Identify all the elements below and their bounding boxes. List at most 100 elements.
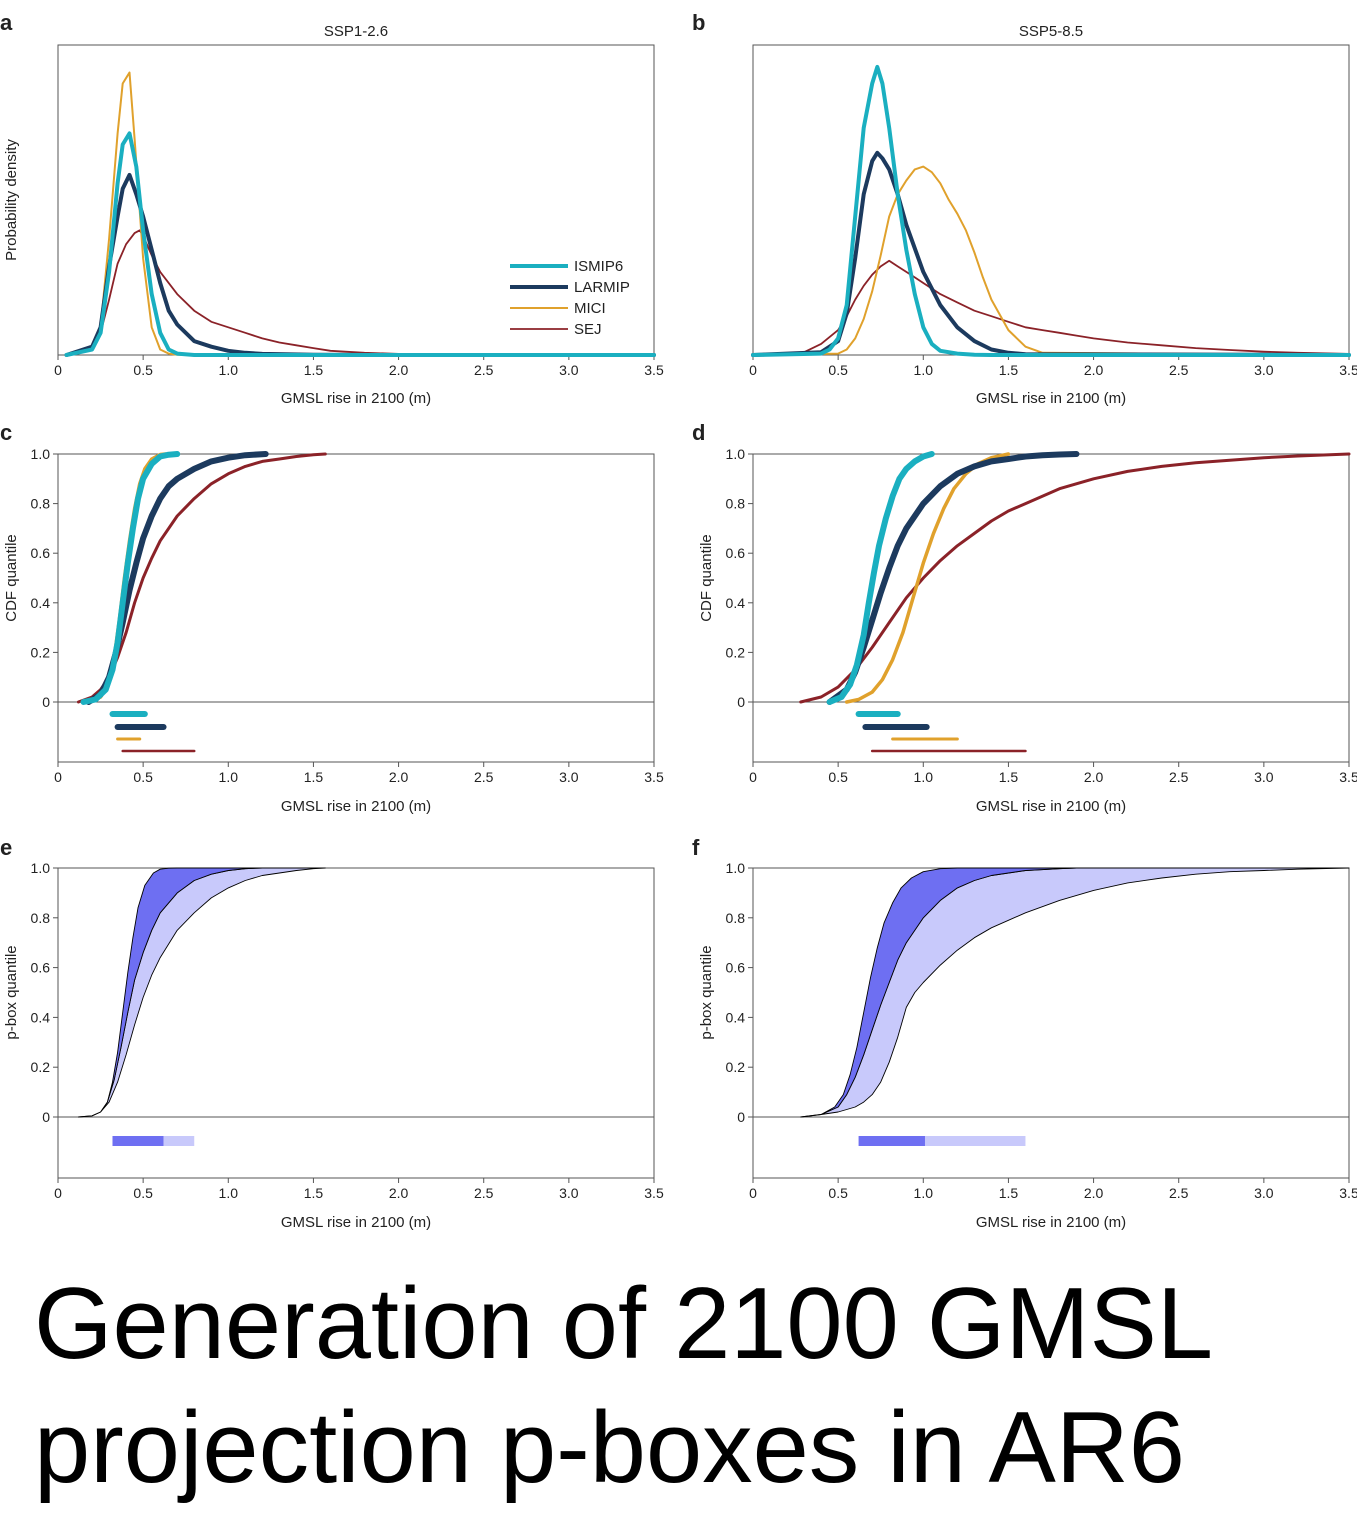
x-tick-label: 2.5	[1169, 362, 1189, 378]
x-tick-label: 2.5	[474, 1185, 494, 1201]
series-line-ismip6	[826, 451, 935, 705]
x-tick-label: 0	[749, 362, 757, 378]
x-tick-label: 0	[54, 1185, 62, 1201]
x-tick-label: 1.5	[304, 1185, 324, 1201]
x-tick-label: 0.5	[828, 1185, 848, 1201]
legend-label-mici: MICI	[574, 300, 606, 317]
plot-frame-b	[752, 44, 1350, 356]
x-tick-label: 3.0	[1254, 1185, 1274, 1201]
pbox-band-inner	[800, 867, 1077, 1118]
x-tick-label: 2.0	[1084, 362, 1104, 378]
x-tick-label: 0	[749, 769, 757, 785]
x-tick-label: 1.5	[999, 769, 1019, 785]
y-tick-label: 0.8	[726, 910, 746, 926]
legend-label-sej: SEJ	[574, 321, 602, 338]
series-line-ismip6	[64, 131, 656, 357]
legend-label-larmip: LARMIP	[574, 279, 630, 296]
x-tick-label: 3.0	[559, 769, 579, 785]
y-tick-label: 0	[737, 694, 745, 710]
panel-label-f: f	[692, 835, 700, 860]
x-tick-label: 2.5	[474, 769, 494, 785]
y-tick-label: 1.0	[726, 446, 746, 462]
x-tick-label: 3.5	[1339, 362, 1357, 378]
x-tick-label: 3.0	[1254, 362, 1274, 378]
x-tick-label: 2.5	[1169, 769, 1189, 785]
series-line-sej	[752, 259, 1350, 356]
x-tick-label: 0.5	[133, 362, 153, 378]
plot-frame-f	[752, 867, 1350, 1179]
x-tick-label: 2.0	[1084, 1185, 1104, 1201]
y-axis-label-a: Probability density	[3, 139, 20, 261]
x-tick-label: 2.5	[474, 362, 494, 378]
x-tick-label: 3.5	[644, 362, 664, 378]
y-tick-label: 1.0	[726, 860, 746, 876]
y-tick-label: 0.8	[726, 496, 746, 512]
y-tick-label: 0.2	[31, 644, 51, 660]
series-line-ismip6	[80, 451, 181, 705]
pbox-band-outer	[77, 867, 326, 1118]
x-tick-label: 1.0	[914, 1185, 934, 1201]
x-axis-label-c: GMSL rise in 2100 (m)	[281, 798, 431, 815]
x-tick-label: 3.5	[644, 769, 664, 785]
x-tick-label: 0	[54, 362, 62, 378]
y-axis-label-e: p-box quantile	[3, 945, 20, 1039]
x-tick-label: 2.0	[389, 362, 409, 378]
y-tick-label: 0.4	[31, 1009, 51, 1025]
pbox-range-inner	[858, 1136, 925, 1146]
figure-canvas: a SSP1-2.6 0 0.5 1.0 1.5 2.0 2.5 3.0 3.5 GMSL rise…	[0, 10, 1357, 1231]
y-tick-label: 0	[42, 694, 50, 710]
series-line-sej	[799, 452, 1351, 704]
y-axis-label-d: CDF quantile	[698, 534, 715, 622]
pbox-band-inner	[77, 867, 263, 1118]
y-tick-label: 0.6	[31, 545, 51, 561]
x-tick-label: 3.5	[1339, 1185, 1357, 1201]
x-tick-label: 3.0	[559, 1185, 579, 1201]
x-tick-label: 2.5	[1169, 1185, 1189, 1201]
panel-label-d: d	[692, 420, 705, 445]
x-axis-label-b: GMSL rise in 2100 (m)	[976, 390, 1126, 407]
y-tick-label: 0.6	[726, 960, 746, 976]
x-tick-label: 1.5	[999, 1185, 1019, 1201]
y-tick-label: 0.4	[31, 595, 51, 611]
y-tick-label: 0	[42, 1109, 50, 1125]
y-axis-label-c: CDF quantile	[3, 534, 20, 622]
x-tick-label: 0.5	[828, 769, 848, 785]
x-tick-label: 2.0	[389, 769, 409, 785]
y-tick-label: 0.2	[31, 1059, 51, 1075]
y-axis-label-f: p-box quantile	[698, 945, 715, 1039]
pbox-range-outer	[163, 1136, 195, 1146]
x-tick-label: 2.0	[1084, 769, 1104, 785]
x-tick-label: 1.0	[219, 1185, 239, 1201]
plot-frame-d	[752, 453, 1350, 763]
panel-label-e: e	[0, 835, 12, 860]
series-line-sej	[65, 229, 655, 356]
x-tick-label: 0.5	[133, 769, 153, 785]
panel-label-b: b	[692, 10, 705, 35]
legend-label-ismip6: ISMIP6	[574, 258, 623, 275]
plot-frame-c	[57, 453, 655, 763]
x-tick-label: 1.0	[219, 362, 239, 378]
y-tick-label: 0.2	[726, 644, 746, 660]
y-tick-label: 1.0	[31, 446, 51, 462]
y-tick-label: 0.8	[31, 496, 51, 512]
figure-caption: Generation of 2100 GMSL projection p-box…	[34, 1268, 1210, 1504]
x-tick-label: 1.0	[914, 769, 934, 785]
x-axis-label-e: GMSL rise in 2100 (m)	[281, 1214, 431, 1231]
x-tick-label: 0.5	[828, 362, 848, 378]
series-line-ismip6	[751, 64, 1351, 357]
y-tick-label: 0.6	[726, 545, 746, 561]
x-tick-label: 3.0	[1254, 769, 1274, 785]
plot-frame-e	[57, 867, 655, 1179]
y-tick-label: 0.2	[726, 1059, 746, 1075]
x-tick-label: 0	[54, 769, 62, 785]
x-axis-label-f: GMSL rise in 2100 (m)	[976, 1214, 1126, 1231]
panel-title-b: SSP5-8.5	[1019, 23, 1083, 40]
x-tick-label: 1.5	[304, 769, 324, 785]
panel-label-c: c	[0, 420, 12, 445]
x-tick-label: 1.5	[304, 362, 324, 378]
x-axis-label-d: GMSL rise in 2100 (m)	[976, 798, 1126, 815]
pbox-range-inner	[112, 1136, 164, 1146]
series-line-mici	[752, 165, 1350, 356]
y-tick-label: 0	[737, 1109, 745, 1125]
y-tick-label: 1.0	[31, 860, 51, 876]
